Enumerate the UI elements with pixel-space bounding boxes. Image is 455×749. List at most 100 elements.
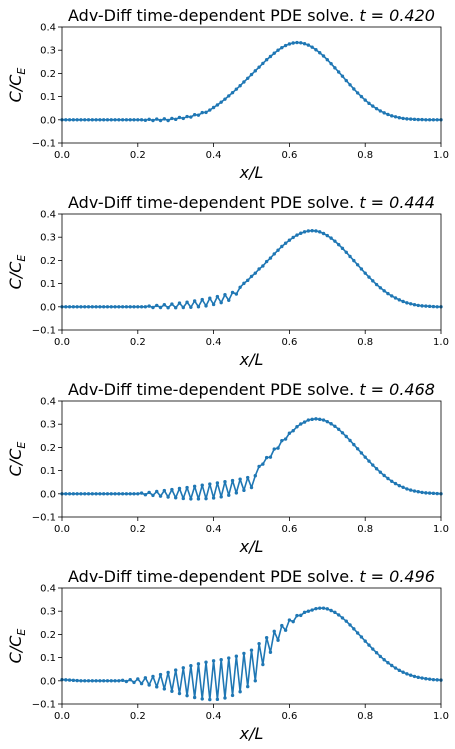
data-point — [405, 301, 408, 304]
data-point — [367, 643, 370, 646]
y-tick-label: 0.1 — [40, 92, 56, 103]
x-tick-label: 1.0 — [433, 337, 449, 348]
chart-title-time: t = 0.420 — [359, 6, 435, 25]
data-point — [91, 492, 94, 495]
data-point — [151, 494, 154, 497]
data-point — [227, 493, 230, 496]
data-point — [360, 635, 363, 638]
data-point — [261, 462, 264, 465]
data-point — [231, 91, 234, 94]
y-axis-label-main: C/C — [6, 74, 25, 103]
data-point — [212, 303, 215, 306]
data-point — [291, 41, 294, 44]
data-point — [91, 305, 94, 308]
data-point — [178, 487, 181, 490]
x-axis-label: x/L — [239, 163, 264, 182]
data-point — [382, 658, 385, 661]
data-point — [113, 679, 116, 682]
data-point — [329, 609, 332, 612]
data-point — [204, 497, 207, 500]
chart-title-time: t = 0.468 — [359, 380, 435, 399]
data-point — [91, 118, 94, 121]
x-tick-label: 0.6 — [281, 150, 297, 161]
x-tick-label: 0.2 — [130, 524, 146, 535]
chart-title-time: t = 0.496 — [359, 567, 435, 586]
y-axis-label: C/CE — [6, 442, 28, 477]
data-point — [106, 492, 109, 495]
data-point — [208, 482, 211, 485]
data-point — [432, 492, 435, 495]
data-point — [401, 486, 404, 489]
data-point — [409, 302, 412, 305]
data-point — [231, 291, 234, 294]
y-tick-label: 0.4 — [40, 23, 56, 34]
data-point — [83, 118, 86, 121]
data-point — [360, 95, 363, 98]
y-axis-label-main: C/C — [6, 448, 25, 477]
data-point — [155, 117, 158, 120]
data-point — [193, 696, 196, 699]
data-point — [242, 652, 245, 655]
data-point — [106, 118, 109, 121]
data-point — [204, 111, 207, 114]
data-point — [174, 668, 177, 671]
data-point — [322, 54, 325, 57]
data-point — [375, 651, 378, 654]
data-point — [121, 679, 124, 682]
data-point — [117, 118, 120, 121]
data-point — [326, 607, 329, 610]
data-point — [117, 679, 120, 682]
data-point — [364, 639, 367, 642]
data-point — [352, 87, 355, 90]
x-tick-label: 0.0 — [54, 337, 70, 348]
data-point — [212, 106, 215, 109]
data-point — [352, 443, 355, 446]
data-point — [257, 465, 260, 468]
data-point — [382, 111, 385, 114]
data-point — [280, 46, 283, 49]
data-point — [257, 267, 260, 270]
data-point — [238, 690, 241, 693]
data-point — [424, 491, 427, 494]
y-tick-label: 0.0 — [40, 115, 56, 126]
data-point — [432, 305, 435, 308]
data-point — [322, 418, 325, 421]
data-point — [68, 678, 71, 681]
data-point — [436, 678, 439, 681]
data-point — [299, 41, 302, 44]
data-point — [379, 109, 382, 112]
data-point — [129, 678, 132, 681]
data-point — [182, 497, 185, 500]
data-point — [310, 45, 313, 48]
x-tick-label: 0.0 — [54, 711, 70, 722]
data-point — [170, 302, 173, 305]
data-point — [223, 480, 226, 483]
data-point — [261, 663, 264, 666]
data-point — [102, 679, 105, 682]
data-point — [151, 306, 154, 309]
data-point — [364, 271, 367, 274]
data-point — [68, 118, 71, 121]
y-tick-label: 0.3 — [40, 233, 56, 244]
data-point — [288, 239, 291, 242]
y-tick-label: 0.1 — [40, 653, 56, 664]
data-point — [424, 118, 427, 121]
data-point — [436, 305, 439, 308]
data-point — [273, 630, 276, 633]
x-tick-label: 1.0 — [433, 711, 449, 722]
data-point — [201, 111, 204, 114]
data-point — [420, 118, 423, 121]
data-point — [250, 486, 253, 489]
data-point — [367, 275, 370, 278]
x-tick-label: 0.0 — [54, 150, 70, 161]
y-tick-label: −0.1 — [32, 326, 56, 337]
data-point — [189, 306, 192, 309]
chart-title-prefix: Adv-Diff time-dependent PDE solve. — [68, 380, 359, 399]
data-point — [254, 679, 257, 682]
data-point — [231, 479, 234, 482]
data-point — [144, 493, 147, 496]
data-point — [193, 485, 196, 488]
data-point — [110, 679, 113, 682]
data-point — [310, 229, 313, 232]
x-tick-label: 1.0 — [433, 150, 449, 161]
